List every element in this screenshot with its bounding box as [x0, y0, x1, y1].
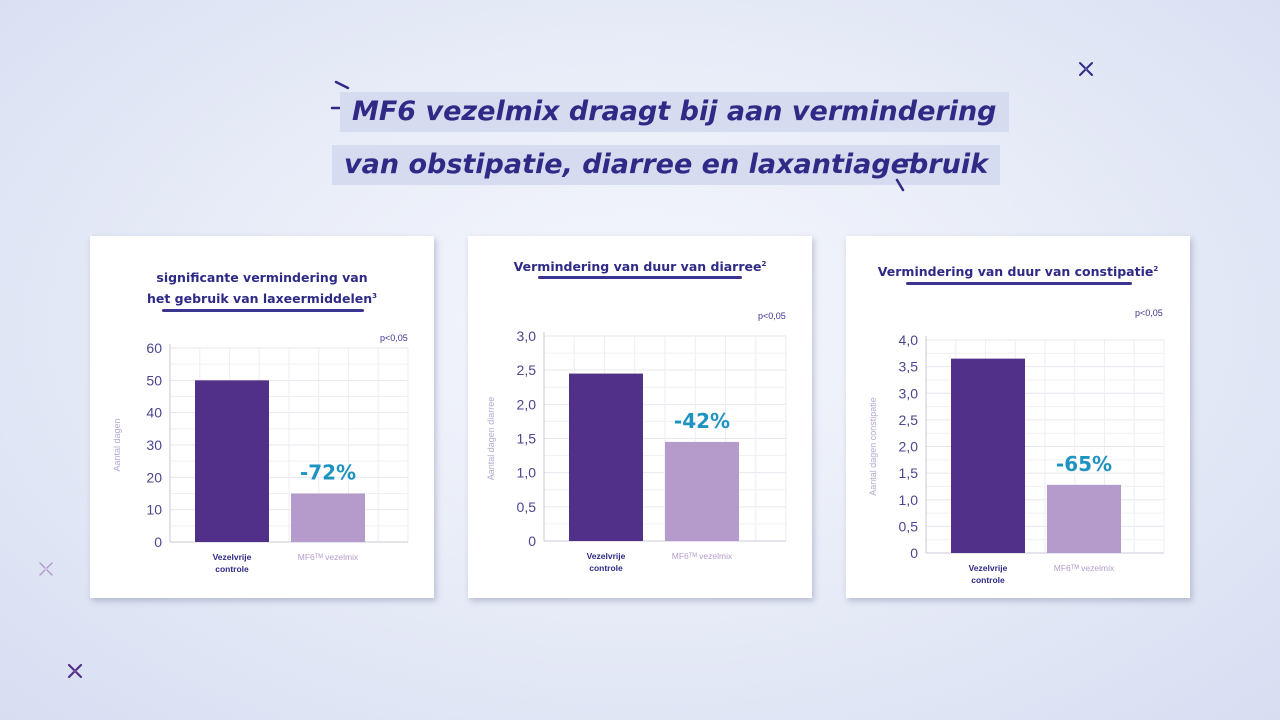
sparkle-bottom-left-icon [67, 663, 83, 679]
bar [951, 358, 1025, 553]
x-tick-label: controle [589, 563, 623, 573]
chart-plot: 0 10 20 30 40 50 60 Aantal dagen Vezelvrije contr… [112, 340, 409, 574]
x-tick-label: controle [215, 564, 249, 574]
y-tick-label: 2,5 [899, 412, 919, 428]
y-axis-title: Aantal dagen diarree [486, 397, 496, 481]
footnote-marker: 2 [1153, 265, 1159, 273]
y-tick-label: 50 [146, 372, 162, 388]
bar [665, 441, 739, 541]
x-tick-label: MF6ᵀᴹ vezelmix [1054, 563, 1115, 573]
footnote-marker: 2 [761, 260, 767, 268]
p-value: p<0,05 [1135, 308, 1163, 318]
chart-card-diarrhea: Vermindering van duur van diarree2 p<0,0… [468, 236, 812, 598]
y-tick-label: 2,5 [517, 362, 537, 378]
y-tick-label: 10 [146, 502, 162, 518]
chart-card-constipation: Vermindering van duur van constipatie2 p… [846, 236, 1190, 598]
chart-title: Vermindering van duur van diarree2 [468, 255, 812, 276]
x-tick-label: MF6ᵀᴹ vezelmix [298, 552, 359, 562]
reduction-annotation: -42% [674, 409, 730, 433]
p-value: p<0,05 [380, 333, 408, 343]
y-tick-label: 1,0 [899, 492, 919, 508]
bar [195, 380, 269, 542]
x-tick-label: Vezelvrije [587, 551, 626, 561]
x-tick-label: Vezelvrije [969, 563, 1008, 573]
bar [569, 373, 643, 541]
bar [291, 493, 365, 542]
y-tick-label: 1,5 [899, 465, 919, 481]
bar [1047, 484, 1121, 553]
x-tick-label: Vezelvrije [213, 552, 252, 562]
x-tick-label: MF6ᵀᴹ vezelmix [672, 551, 733, 561]
chart-card-laxatives: significante vermindering van het gebrui… [90, 236, 434, 598]
title-underline [906, 282, 1132, 285]
reduction-annotation: -65% [1056, 452, 1112, 476]
title-accent-right-icon [895, 158, 925, 192]
chart-title: Vermindering van duur van constipatie2 [846, 260, 1190, 281]
chart-title-line-2: het gebruik van laxeermiddelen [146, 291, 373, 307]
p-value: p<0,05 [758, 311, 786, 321]
reduction-annotation: -72% [300, 461, 356, 485]
chart-title-line-1: significante vermindering van [156, 270, 368, 285]
sparkle-left-icon [39, 562, 53, 576]
chart-title-line-1: Vermindering van duur van diarree [513, 259, 762, 275]
title-underline [538, 276, 742, 279]
y-tick-label: 20 [146, 469, 162, 485]
page-title-line-1: MF6 vezelmix draagt bij aan vermindering [340, 92, 1009, 132]
y-tick-label: 1,0 [517, 465, 537, 481]
y-tick-label: 0,5 [517, 499, 537, 515]
y-tick-label: 2,0 [517, 396, 537, 412]
sparkle-top-right-icon [1079, 62, 1093, 76]
y-tick-label: 0 [910, 545, 918, 561]
y-tick-label: 4,0 [899, 332, 919, 348]
chart-plot: 0 0,5 1,0 1,5 2,0 2,5 3,0 Aantal dagen diarree V… [486, 328, 787, 573]
y-tick-label: 1,5 [517, 431, 537, 447]
y-tick-label: 3,5 [899, 359, 919, 375]
chart-plot: 0 0,5 1,0 1,5 2,0 2,5 3,0 3,5 4,0 Aantal dagen co… [868, 332, 1165, 585]
y-axis-title: Aantal dagen [112, 418, 122, 471]
y-tick-label: 0 [528, 533, 536, 549]
y-tick-label: 0,5 [899, 518, 919, 534]
y-axis-title: Aantal dagen constipatie [868, 397, 878, 496]
y-tick-label: 3,0 [517, 328, 537, 344]
y-tick-label: 3,0 [899, 385, 919, 401]
y-tick-label: 40 [146, 405, 162, 421]
x-tick-label: controle [971, 575, 1005, 585]
page-title-line-2: van obstipatie, diarree en laxantiagebru… [332, 145, 1001, 185]
footnote-marker: 3 [372, 292, 378, 300]
title-underline [162, 309, 364, 312]
y-tick-label: 2,0 [899, 439, 919, 455]
chart-title: significante vermindering van het gebrui… [90, 268, 434, 308]
y-tick-label: 60 [146, 340, 162, 356]
y-tick-label: 30 [146, 437, 162, 453]
title-area: MF6 vezelmix draagt bij aan vermindering… [0, 0, 1280, 220]
y-tick-label: 0 [154, 534, 162, 550]
chart-title-line-1: Vermindering van duur van constipatie [877, 264, 1154, 280]
